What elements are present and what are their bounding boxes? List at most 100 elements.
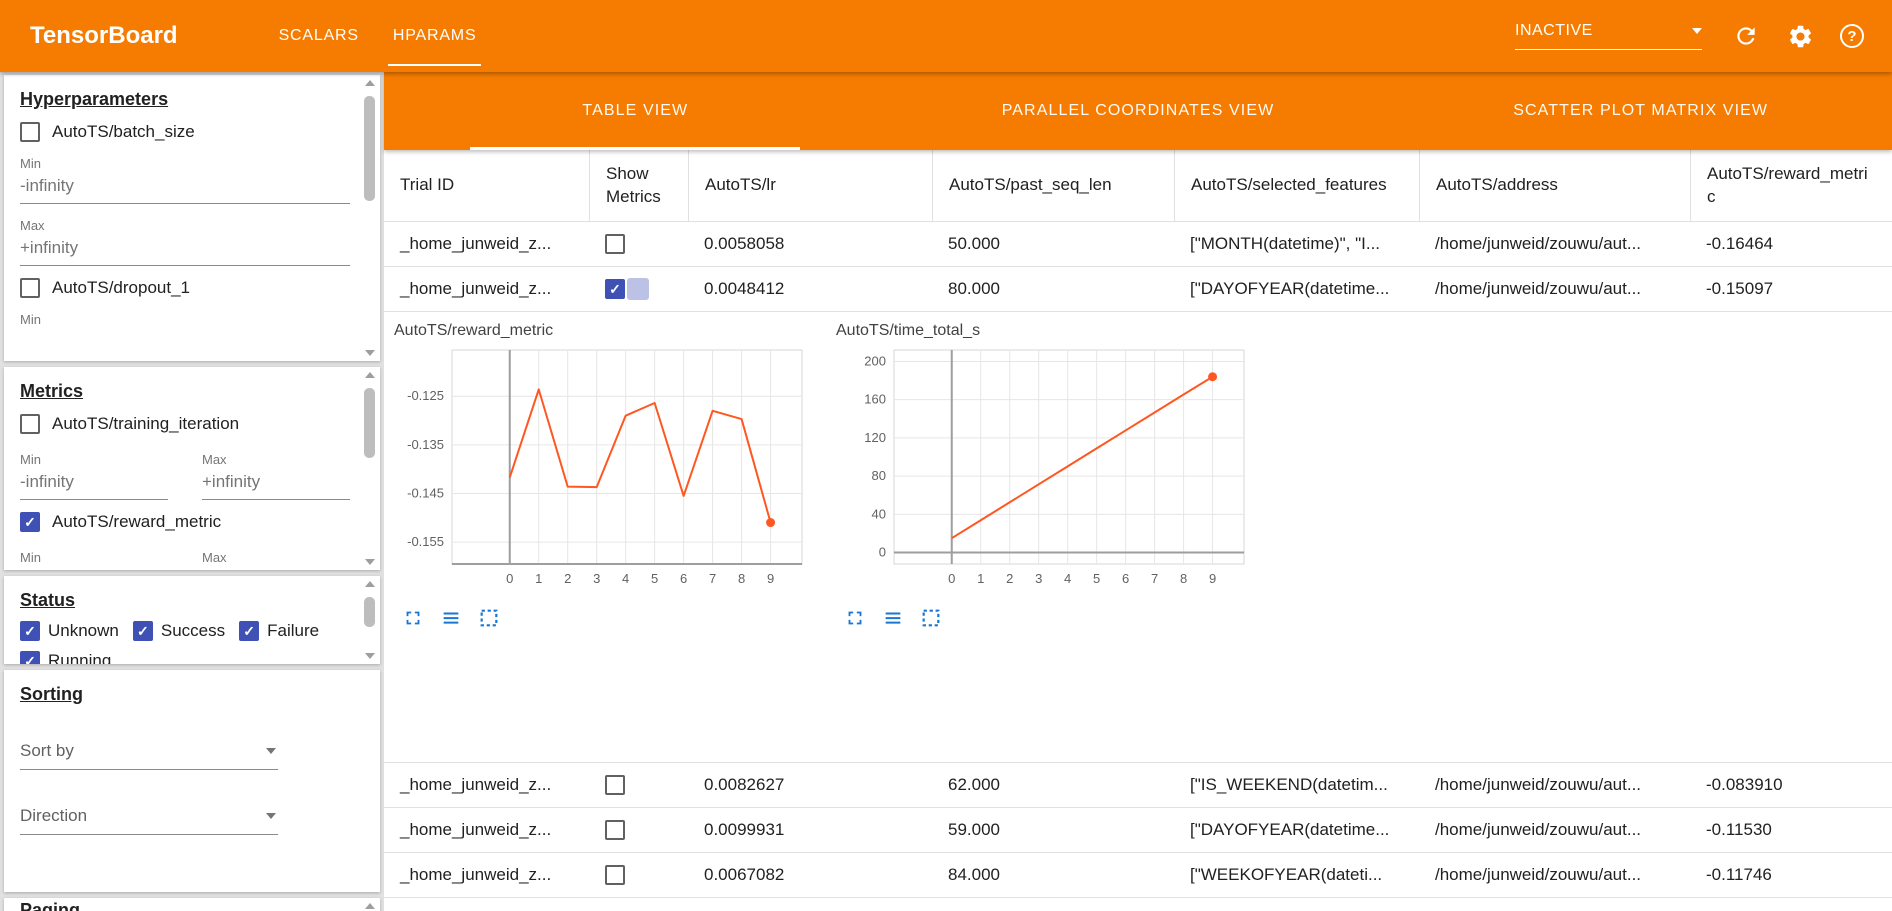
success-checkbox[interactable] [132,621,153,641]
show-metrics-checkbox[interactable] [605,820,625,840]
svg-text:-0.145: -0.145 [407,485,444,500]
metric-minmax-row: Min -infinity Max +infinity [20,438,350,500]
svg-text:3: 3 [1035,571,1042,586]
svg-text:120: 120 [864,430,886,445]
paging-heading: Paging [20,900,81,911]
scrollbar-thumb[interactable] [364,597,375,627]
svg-text:8: 8 [738,571,745,586]
tab-hparams[interactable]: HPARAMS [376,0,494,72]
chevron-down-icon [266,813,276,819]
list-lines-icon[interactable] [440,607,462,629]
selection-box-icon[interactable] [920,607,942,629]
scroll-up-icon[interactable] [365,80,375,86]
selected-features-cell: ["IS_WEEKEND(datetim... [1190,775,1388,794]
sorting-heading: Sorting [20,684,83,704]
scroll-down-icon[interactable] [365,653,375,659]
status-row: Running [20,651,350,664]
running-checkbox[interactable] [20,651,40,664]
sort-by-select[interactable]: Sort by [20,735,278,770]
address-cell: /home/junweid/zouwu/aut... [1435,279,1642,298]
selection-box-icon[interactable] [478,607,500,629]
scroll-down-icon[interactable] [365,559,375,565]
unknown-checkbox[interactable] [20,621,40,641]
training-iteration-checkbox[interactable] [20,414,40,434]
status-row: Unknown Success Failure [20,621,350,641]
scrollbar-thumb[interactable] [364,96,375,201]
paging-scrollbar[interactable] [363,903,377,911]
failure-checkbox[interactable] [239,621,260,641]
max-input[interactable]: +infinity [202,467,350,500]
tab-scatter-plot-matrix-view[interactable]: SCATTER PLOT MATRIX VIEW [1513,102,1769,119]
metric-minmax-row: Min Max [20,536,350,565]
reward-metric-cell: -0.11746 [1706,865,1772,884]
dropout-checkbox[interactable] [20,278,40,298]
status-scrollbar[interactable] [363,581,377,659]
refresh-icon[interactable] [1732,22,1760,50]
direction-value: Direction [20,806,88,825]
help-icon[interactable]: ? [1840,24,1864,48]
checkbox-ripple [627,278,649,300]
svg-text:4: 4 [1064,571,1071,586]
trial-id-cell: _home_junweid_z... [400,234,552,253]
direction-select[interactable]: Direction [20,800,278,835]
list-lines-icon[interactable] [882,607,904,629]
hyperparameters-panel: Hyperparameters AutoTS/batch_size Min -i… [4,75,380,361]
col-reward-metric: AutoTS/reward_metric [1690,150,1892,221]
scroll-up-icon[interactable] [365,903,375,909]
col-address: AutoTS/address [1419,150,1690,221]
svg-text:3: 3 [593,571,600,586]
col-trial-id: Trial ID [400,175,455,195]
paging-panel: Paging [4,898,380,911]
hyperparameters-heading: Hyperparameters [20,89,169,109]
metrics-scrollbar[interactable] [363,372,377,565]
batch-size-checkbox[interactable] [20,122,40,142]
scroll-up-icon[interactable] [365,372,375,378]
metric-reward-row: AutoTS/reward_metric [20,512,350,532]
reward-metric-label: AutoTS/reward_metric [52,512,222,531]
reward-metric-cell: -0.083910 [1706,775,1783,794]
svg-text:9: 9 [767,571,774,586]
fullscreen-icon[interactable] [844,607,866,629]
svg-text:1: 1 [535,571,542,586]
col-selected-features: AutoTS/selected_features [1174,150,1419,221]
status-success: Success [132,621,225,641]
chart-title: AutoTS/reward_metric [394,322,554,339]
gear-icon[interactable] [1786,22,1814,50]
scroll-up-icon[interactable] [365,581,375,587]
show-metrics-cell [589,775,688,795]
svg-text:7: 7 [1151,571,1158,586]
min-label: Min [20,156,41,171]
line-chart-canvas: -0.125 -0.135 -0.145 -0.155 0 1 2 3 4 5 6 7 8 9 [390,342,826,597]
max-input[interactable]: +infinity [20,233,350,266]
show-metrics-checkbox[interactable] [605,279,625,299]
scroll-down-icon[interactable] [365,350,375,356]
chart-toolbar [402,607,826,629]
fullscreen-icon[interactable] [402,607,424,629]
show-metrics-checkbox[interactable] [605,775,625,795]
tab-scalars[interactable]: SCALARS [278,27,359,44]
show-metrics-checkbox[interactable] [605,865,625,885]
hyperparameters-scrollbar[interactable] [363,80,377,356]
show-metrics-checkbox[interactable] [605,234,625,254]
svg-text:2: 2 [564,571,571,586]
run-status-dropdown[interactable]: INACTIVE [1515,22,1702,50]
min-input[interactable]: -infinity [20,467,168,500]
chart-toolbar [844,607,1268,629]
svg-text:6: 6 [680,571,687,586]
past-seq-len-cell: 59.000 [948,820,1000,839]
tab-table-view[interactable]: TABLE VIEW [384,72,887,150]
min-input[interactable]: -infinity [20,171,350,204]
reward-metric-checkbox[interactable] [20,512,40,532]
svg-text:1: 1 [977,571,984,586]
dropout-label: AutoTS/dropout_1 [52,278,190,297]
view-tabs: TABLE VIEW PARALLEL COORDINATES VIEW SCA… [384,72,1892,150]
show-metrics-cell [589,234,688,254]
table-row: _home_junweid_z... 0.0099931 59.000 ["DA… [384,808,1892,853]
scrollbar-thumb[interactable] [364,388,375,458]
chevron-down-icon [1692,28,1702,34]
tab-parallel-coordinates-view[interactable]: PARALLEL COORDINATES VIEW [1001,102,1275,119]
svg-text:7: 7 [709,571,716,586]
lr-cell: 0.0067082 [704,865,785,884]
metrics-heading: Metrics [20,381,84,401]
show-metrics-cell [589,820,688,840]
